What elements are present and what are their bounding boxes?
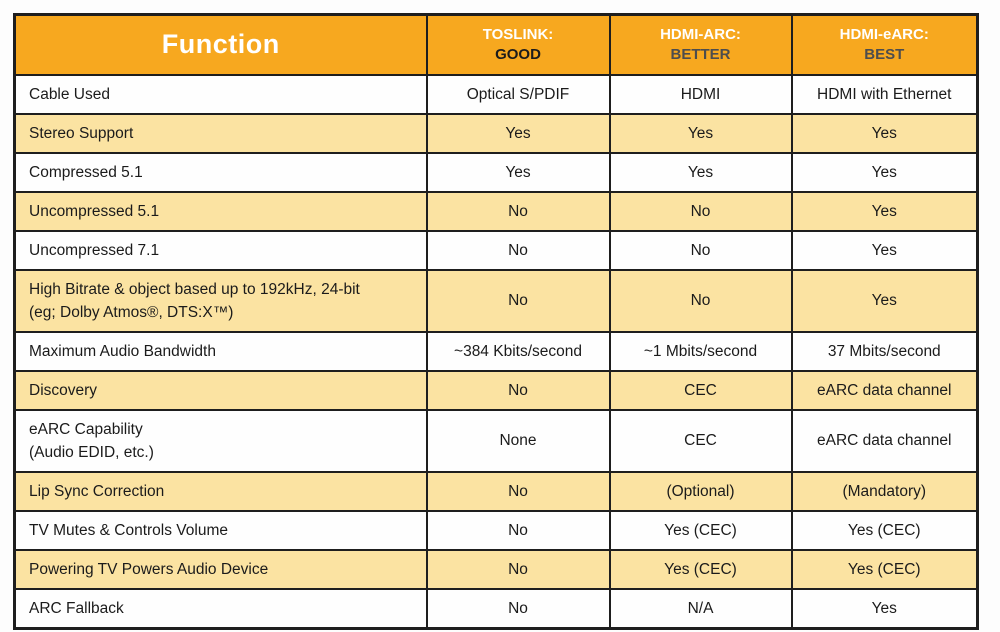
value-cell: Yes (CEC) <box>608 548 793 590</box>
table-body: Cable Used Optical S/PDIF HDMI HDMI with Et… <box>13 73 979 629</box>
toslink-column-rating: GOOD <box>495 45 541 63</box>
value-cell: ~384 Kbits/second <box>425 330 611 372</box>
function-cell: Maximum Audio Bandwidth <box>13 330 428 372</box>
value-cell: No <box>608 229 793 271</box>
value-cell: 37 Mbits/second <box>790 330 979 372</box>
value-cell: CEC <box>608 408 793 473</box>
function-column-header: Function <box>13 13 428 76</box>
value-cell: Yes (CEC) <box>608 509 793 551</box>
function-cell: Lip Sync Correction <box>13 470 428 512</box>
table-row: Compressed 5.1 Yes Yes Yes <box>13 151 979 193</box>
value-cell: Yes <box>608 151 793 193</box>
value-cell: CEC <box>608 369 793 411</box>
value-cell: N/A <box>608 587 793 629</box>
value-cell: eARC data channel <box>790 369 979 411</box>
hdmi-earc-column-rating: BEST <box>864 45 905 63</box>
value-cell: (Mandatory) <box>790 470 979 512</box>
table-row: Cable Used Optical S/PDIF HDMI HDMI with Et… <box>13 73 979 115</box>
value-cell: eARC data channel <box>790 408 979 473</box>
function-cell: Powering TV Powers Audio Device <box>13 548 428 590</box>
value-cell: No <box>425 548 611 590</box>
hdmi-arc-column-header: HDMI-ARC: BETTER <box>608 13 793 76</box>
table-row: Maximum Audio Bandwidth ~384 Kbits/second… <box>13 330 979 372</box>
value-cell: No <box>425 509 611 551</box>
toslink-column-name: TOSLINK: <box>482 25 554 43</box>
function-cell: eARC Capability (Audio EDID, etc.) <box>13 408 428 473</box>
function-cell: ARC Fallback <box>13 587 428 629</box>
value-cell: Yes <box>790 151 979 193</box>
value-cell: Yes (CEC) <box>790 509 979 551</box>
value-cell: No <box>425 470 611 512</box>
function-cell: Discovery <box>13 369 428 411</box>
table-row: eARC Capability (Audio EDID, etc.) None CEC… <box>13 408 979 473</box>
value-cell: No <box>608 268 793 333</box>
value-cell: No <box>425 190 611 232</box>
value-cell: No <box>425 369 611 411</box>
value-cell: Yes (CEC) <box>790 548 979 590</box>
table-row: Stereo Support Yes Yes Yes <box>13 112 979 154</box>
audio-connection-comparison-table: Function TOSLINK: GOOD HDMI-ARC: BETTER … <box>13 13 979 630</box>
table-row: TV Mutes & Controls Volume No Yes (CEC) Yes… <box>13 509 979 551</box>
value-cell: None <box>425 408 611 473</box>
value-cell: Yes <box>425 112 611 154</box>
table-row: High Bitrate & object based up to 192kHz… <box>13 268 979 333</box>
value-cell: Yes <box>790 229 979 271</box>
value-cell: No <box>608 190 793 232</box>
value-cell: ~1 Mbits/second <box>608 330 793 372</box>
function-cell: Stereo Support <box>13 112 428 154</box>
table-row: Powering TV Powers Audio Device No Yes (CE… <box>13 548 979 590</box>
toslink-column-header: TOSLINK: GOOD <box>425 13 611 76</box>
value-cell: Yes <box>790 112 979 154</box>
hdmi-earc-column-name: HDMI-eARC: <box>839 25 929 43</box>
table-row: ARC Fallback No N/A Yes <box>13 587 979 629</box>
value-cell: No <box>425 229 611 271</box>
function-cell: Uncompressed 7.1 <box>13 229 428 271</box>
value-cell: Yes <box>608 112 793 154</box>
value-cell: No <box>425 268 611 333</box>
hdmi-earc-column-header: HDMI-eARC: BEST <box>790 13 979 76</box>
value-cell: Optical S/PDIF <box>425 73 611 115</box>
function-cell: TV Mutes & Controls Volume <box>13 509 428 551</box>
function-cell: Compressed 5.1 <box>13 151 428 193</box>
value-cell: HDMI <box>608 73 793 115</box>
function-cell: Uncompressed 5.1 <box>13 190 428 232</box>
value-cell: HDMI with Ethernet <box>790 73 979 115</box>
value-cell: Yes <box>790 587 979 629</box>
table-row: Uncompressed 7.1 No No Yes <box>13 229 979 271</box>
value-cell: Yes <box>425 151 611 193</box>
table-row: Lip Sync Correction No (Optional) (Mandator… <box>13 470 979 512</box>
value-cell: No <box>425 587 611 629</box>
function-cell: High Bitrate & object based up to 192kHz… <box>13 268 428 333</box>
hdmi-arc-column-name: HDMI-ARC: <box>660 25 741 43</box>
value-cell: Yes <box>790 190 979 232</box>
table-row: Discovery No CEC eARC data channel <box>13 369 979 411</box>
value-cell: (Optional) <box>608 470 793 512</box>
function-cell: Cable Used <box>13 73 428 115</box>
table-row: Uncompressed 5.1 No No Yes <box>13 190 979 232</box>
header-row: Function TOSLINK: GOOD HDMI-ARC: BETTER … <box>13 13 979 76</box>
value-cell: Yes <box>790 268 979 333</box>
hdmi-arc-column-rating: BETTER <box>670 45 731 63</box>
